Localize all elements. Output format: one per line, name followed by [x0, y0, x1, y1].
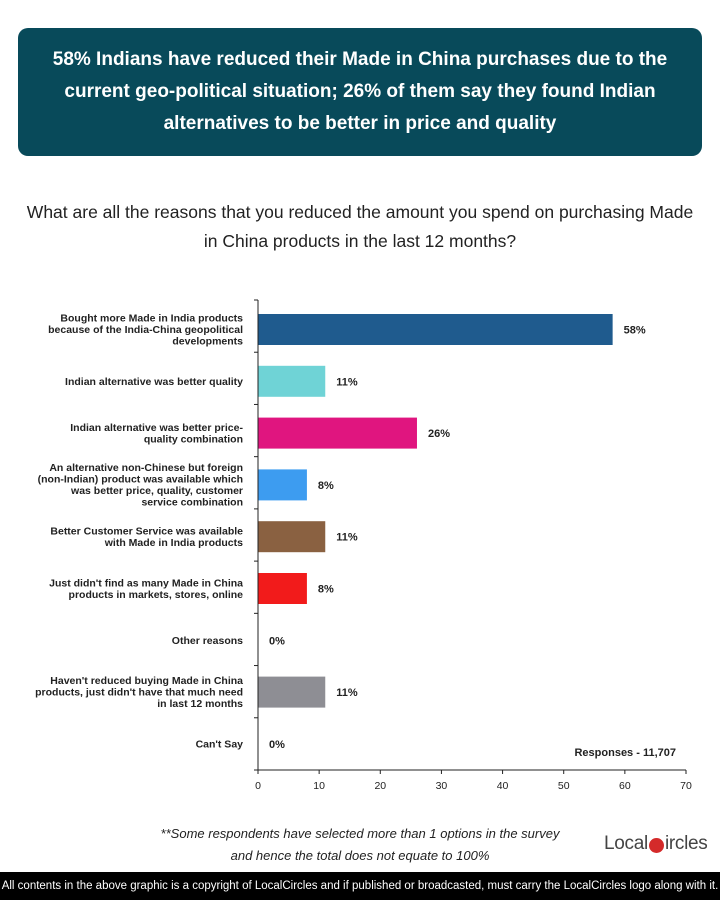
x-tick-label-60: 60	[619, 780, 631, 792]
value-label-9: 0%	[269, 739, 285, 751]
headline-text: 58% Indians have reduced their Made in C…	[52, 49, 668, 134]
category-label-4-line-4: service combination	[141, 497, 243, 509]
category-label-5-line-1: Better Customer Service was available	[50, 525, 243, 537]
logo-circle-icon	[648, 837, 664, 853]
x-tick-label-30: 30	[436, 780, 448, 792]
category-label-4-line-1: An alternative non-Chinese but foreign	[49, 462, 243, 474]
bar-1	[258, 314, 613, 345]
headline-banner: 58% Indians have reduced their Made in C…	[18, 28, 702, 156]
logo-text-circles: ircles	[664, 833, 708, 854]
copyright-bar: All contents in the above graphic is a c…	[0, 872, 720, 900]
value-label-7: 0%	[269, 635, 285, 647]
category-label-4-line-2: (non-Indian) product was available which	[38, 474, 243, 486]
bar-3	[258, 417, 417, 449]
category-label-3-line-1: Indian alternative was better price-	[70, 422, 243, 434]
copyright-text: All contents in the above graphic is a c…	[1, 880, 719, 892]
value-label-3: 26%	[428, 428, 450, 440]
x-tick-label-10: 10	[313, 780, 325, 792]
logo-text-local: Local	[604, 833, 648, 854]
category-label-9-line-1: Can't Say	[196, 738, 244, 750]
category-label-1-line-1: Bought more Made in India products	[60, 313, 243, 325]
bar-4	[258, 469, 307, 501]
category-label-4-line-3: was better price, quality, customer	[70, 485, 243, 497]
category-label-1-line-3: developments	[172, 336, 243, 348]
footnote-line-1: **Some respondents have selected more th…	[160, 826, 560, 841]
value-label-6: 8%	[318, 584, 334, 596]
category-label-7-line-1: Other reasons	[172, 635, 243, 647]
localcircles-logo: Local ircles	[604, 832, 708, 856]
value-label-1: 58%	[624, 325, 646, 337]
category-label-5-line-2: with Made in India products	[104, 537, 243, 549]
category-label-6-line-1: Just didn't find as many Made in China	[49, 577, 243, 589]
value-label-4: 8%	[318, 480, 334, 492]
x-tick-label-50: 50	[558, 780, 570, 792]
x-tick-label-20: 20	[374, 780, 386, 792]
x-tick-label-70: 70	[680, 780, 692, 792]
category-label-2-line-1: Indian alternative was better quality	[65, 376, 243, 388]
value-label-5: 11%	[336, 532, 358, 544]
value-label-8: 11%	[336, 687, 358, 699]
category-label-1-line-2: because of the India-China geopolitical	[48, 324, 243, 336]
bar-2	[258, 365, 326, 397]
survey-question: What are all the reasons that you reduce…	[26, 202, 694, 251]
bar-5	[258, 521, 326, 553]
category-label-6-line-2: products in markets, stores, online	[69, 589, 244, 601]
footnote-line-2: and hence the total does not equate to 1…	[230, 848, 490, 863]
bar-8	[258, 676, 326, 708]
category-label-8-line-3: in last 12 months	[157, 698, 243, 710]
category-label-8-line-1: Haven't reduced buying Made in China	[50, 675, 243, 687]
bar-6	[258, 573, 307, 604]
category-label-3-line-2: quality combination	[144, 433, 243, 445]
category-label-8-line-2: products, just didn't have that much nee…	[35, 687, 243, 699]
x-tick-label-0: 0	[255, 780, 261, 792]
footnote: **Some respondents have selected more th…	[120, 823, 600, 867]
value-label-2: 11%	[336, 376, 358, 388]
reasons-bar-chart: 58% Bought more Made in India productsbec…	[35, 299, 692, 792]
responses-annotation: Responses - 11,707	[574, 747, 676, 759]
x-tick-label-40: 40	[497, 780, 509, 792]
